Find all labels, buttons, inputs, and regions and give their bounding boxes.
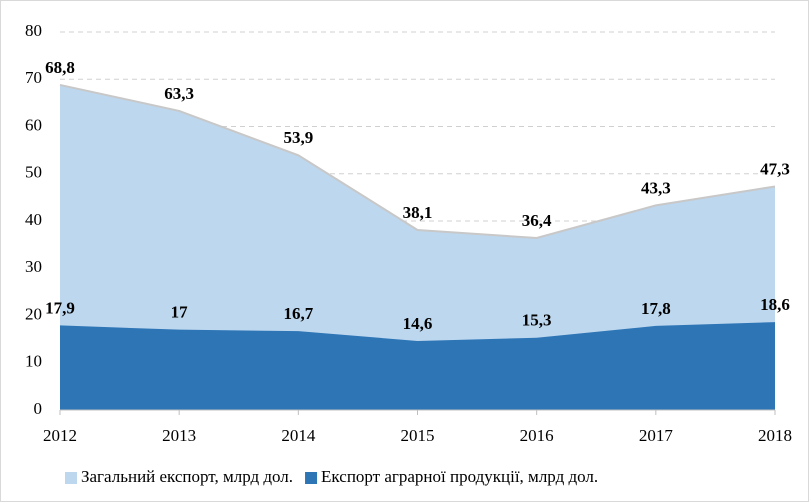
value-label: 17,8 xyxy=(641,299,671,318)
y-tick-label: 80 xyxy=(25,21,42,40)
legend-label: Загальний експорт, млрд дол. xyxy=(81,467,293,486)
x-tick-label: 2016 xyxy=(520,426,554,445)
value-label: 68,8 xyxy=(45,58,75,77)
area xyxy=(60,322,775,410)
value-label: 36,4 xyxy=(522,211,552,230)
y-tick-label: 0 xyxy=(34,399,43,418)
legend-swatch xyxy=(65,472,77,484)
value-label: 53,9 xyxy=(283,128,313,147)
y-tick-label: 50 xyxy=(25,163,42,182)
y-tick-label: 10 xyxy=(25,352,42,371)
value-label: 63,3 xyxy=(164,84,194,103)
y-tick-label: 20 xyxy=(25,304,42,323)
x-tick-label: 2014 xyxy=(281,426,316,445)
value-label: 16,7 xyxy=(283,304,313,323)
value-label: 38,1 xyxy=(403,203,433,222)
value-label: 15,3 xyxy=(522,311,552,330)
value-label: 14,6 xyxy=(403,314,433,333)
y-tick-label: 30 xyxy=(25,257,42,276)
x-tick-label: 2017 xyxy=(639,426,674,445)
y-tick-label: 70 xyxy=(25,68,42,87)
y-tick-label: 40 xyxy=(25,210,42,229)
value-label: 18,6 xyxy=(760,295,790,314)
value-label: 47,3 xyxy=(760,159,790,178)
value-label: 43,3 xyxy=(641,178,671,197)
x-tick-label: 2018 xyxy=(758,426,792,445)
x-tick-label: 2012 xyxy=(43,426,77,445)
x-tick-label: 2013 xyxy=(162,426,196,445)
value-label: 17,9 xyxy=(45,298,75,317)
legend-swatch xyxy=(305,472,318,484)
y-tick-label: 60 xyxy=(25,115,42,134)
area xyxy=(60,84,775,411)
legend-label: Експорт аграрної продукції, млрд дол. xyxy=(321,467,598,486)
area-outline xyxy=(59,83,776,240)
value-label: 17 xyxy=(171,303,189,322)
x-tick-label: 2015 xyxy=(401,426,435,445)
